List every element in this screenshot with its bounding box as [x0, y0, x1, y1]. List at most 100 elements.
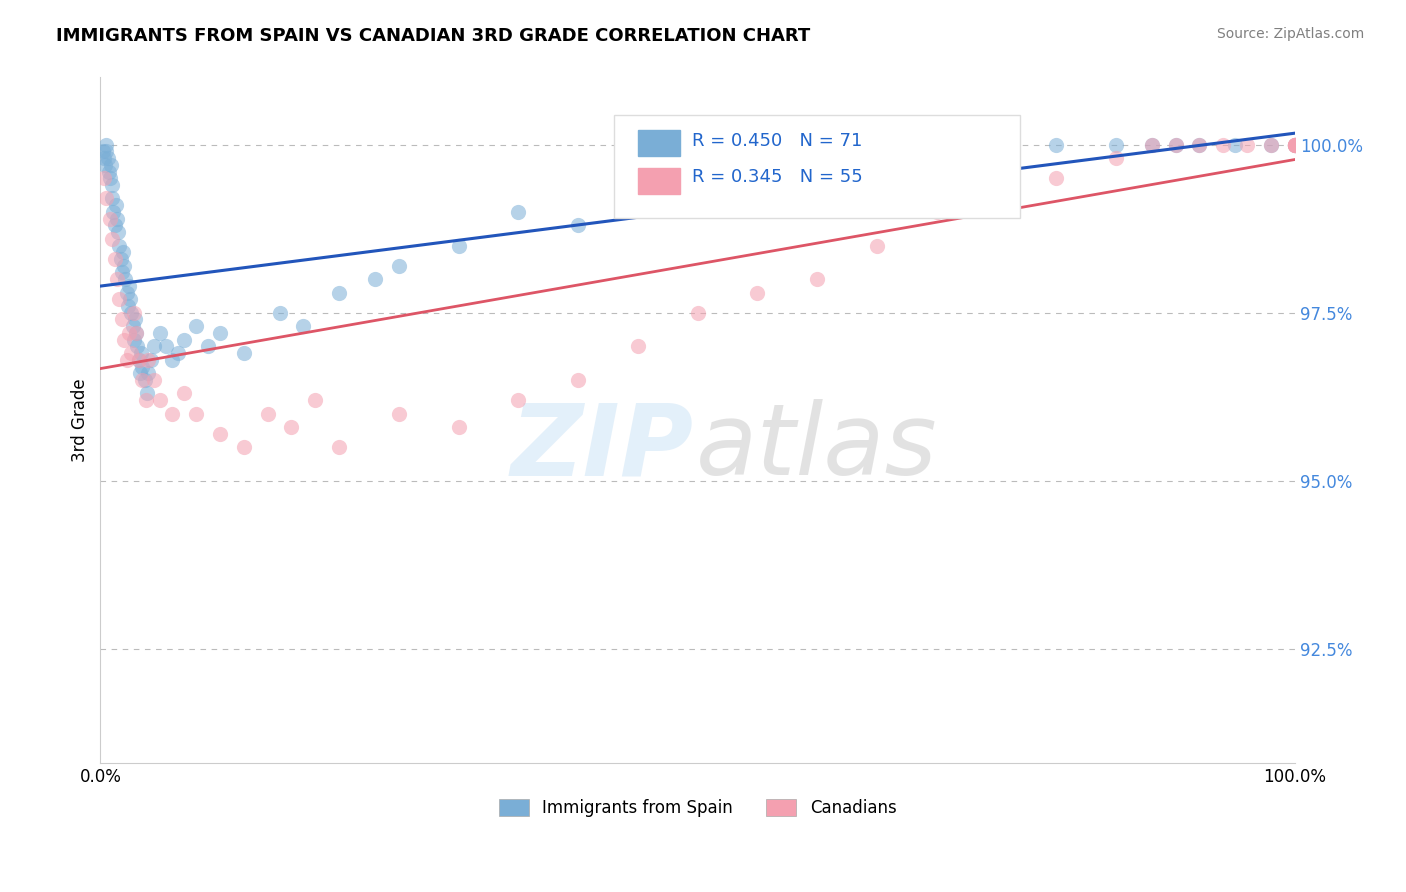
Point: [328, 285, 350, 300]
Point: [1188, 137, 1211, 152]
Point: [136, 366, 159, 380]
Point: [101, 178, 124, 192]
Point: [128, 366, 150, 380]
Point: [96, 151, 118, 165]
Point: [1284, 137, 1306, 152]
Point: [103, 205, 125, 219]
Point: [1284, 137, 1306, 152]
Point: [866, 238, 889, 252]
Point: [93, 151, 115, 165]
Point: [986, 191, 1008, 205]
Point: [127, 339, 149, 353]
Point: [143, 339, 166, 353]
Point: [173, 386, 195, 401]
Point: [91, 145, 114, 159]
Point: [1045, 137, 1067, 152]
Point: [93, 171, 115, 186]
Point: [173, 333, 195, 347]
Point: [115, 285, 138, 300]
Point: [115, 352, 138, 367]
Point: [104, 198, 127, 212]
Point: [686, 306, 709, 320]
Point: [108, 293, 131, 307]
Point: [986, 137, 1008, 152]
Point: [627, 339, 650, 353]
Point: [280, 420, 302, 434]
Point: [149, 393, 172, 408]
Point: [1225, 137, 1247, 152]
Point: [134, 373, 156, 387]
Point: [304, 393, 326, 408]
Point: [120, 306, 142, 320]
Point: [1284, 137, 1306, 152]
Point: [1260, 137, 1282, 152]
Y-axis label: 3rd Grade: 3rd Grade: [72, 378, 89, 462]
Point: [96, 191, 118, 205]
Point: [101, 191, 124, 205]
Point: [124, 312, 146, 326]
Point: [806, 137, 828, 152]
Point: [1164, 137, 1187, 152]
Point: [100, 158, 122, 172]
Point: [112, 259, 135, 273]
Point: [1260, 137, 1282, 152]
Point: [1140, 137, 1163, 152]
Point: [292, 319, 315, 334]
Point: [129, 346, 152, 360]
Text: IMMIGRANTS FROM SPAIN VS CANADIAN 3RD GRADE CORRELATION CHART: IMMIGRANTS FROM SPAIN VS CANADIAN 3RD GR…: [56, 27, 810, 45]
Point: [121, 319, 143, 334]
Point: [96, 145, 118, 159]
Point: [686, 191, 709, 205]
Point: [806, 272, 828, 286]
Point: [101, 232, 124, 246]
Point: [232, 440, 254, 454]
Point: [139, 352, 162, 367]
Point: [105, 272, 128, 286]
Point: [232, 346, 254, 360]
Point: [136, 386, 159, 401]
Text: atlas: atlas: [696, 400, 938, 496]
Point: [567, 373, 589, 387]
Point: [447, 238, 470, 252]
Point: [125, 326, 148, 340]
Point: [104, 219, 127, 233]
Point: [1284, 137, 1306, 152]
Point: [1284, 137, 1306, 152]
Point: [747, 285, 769, 300]
Point: [1284, 137, 1306, 152]
Point: [567, 219, 589, 233]
Point: [122, 333, 145, 347]
Point: [149, 326, 172, 340]
Point: [131, 359, 153, 374]
Point: [167, 346, 190, 360]
Point: [112, 245, 135, 260]
Point: [143, 373, 166, 387]
Point: [1236, 137, 1258, 152]
Point: [269, 306, 291, 320]
Point: [208, 326, 231, 340]
Point: [122, 306, 145, 320]
Point: [112, 333, 135, 347]
Text: ZIP: ZIP: [510, 400, 693, 496]
Point: [160, 407, 183, 421]
Point: [107, 225, 129, 239]
Point: [364, 272, 387, 286]
Point: [118, 326, 141, 340]
Point: [184, 407, 207, 421]
Text: Source: ZipAtlas.com: Source: ZipAtlas.com: [1216, 27, 1364, 41]
Point: [108, 238, 131, 252]
Point: [135, 393, 157, 408]
Legend: Immigrants from Spain, Canadians: Immigrants from Spain, Canadians: [492, 792, 903, 823]
Point: [1188, 137, 1211, 152]
Point: [1284, 137, 1306, 152]
Point: [747, 171, 769, 186]
Point: [104, 252, 127, 266]
Point: [94, 158, 117, 172]
FancyBboxPatch shape: [638, 130, 679, 156]
Point: [97, 164, 120, 178]
Point: [184, 319, 207, 334]
Point: [1284, 137, 1306, 152]
Point: [125, 326, 148, 340]
FancyBboxPatch shape: [638, 168, 679, 194]
Point: [388, 407, 411, 421]
